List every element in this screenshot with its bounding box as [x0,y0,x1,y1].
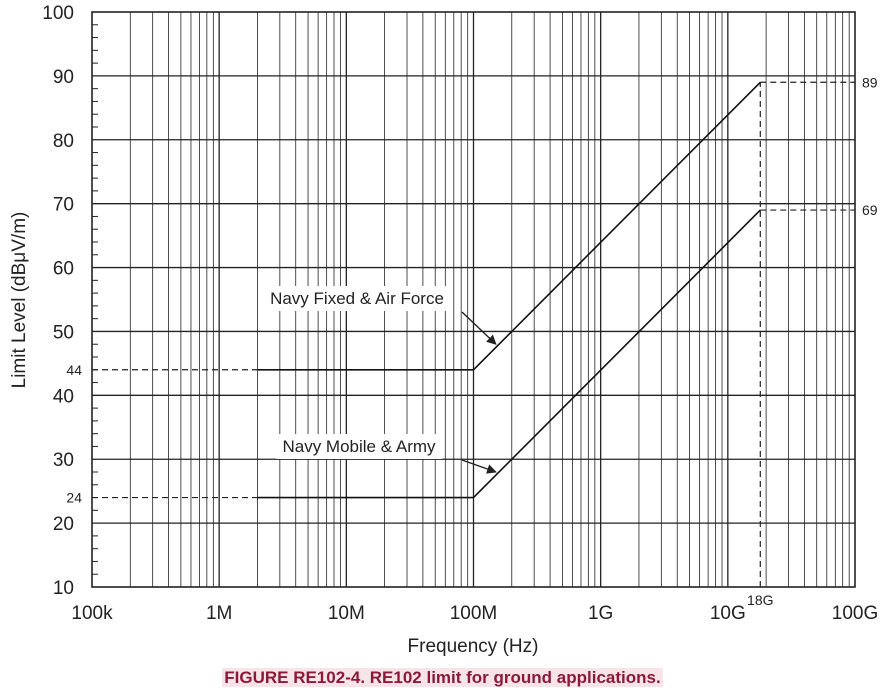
y-tick-label: 50 [53,322,74,343]
annotation-background [264,286,450,311]
y-tick-label: 80 [53,131,74,152]
figure-caption: FIGURE RE102-4. RE102 limit for ground a… [0,668,885,688]
y-tick-label: 90 [53,67,74,88]
y-tick-label: 40 [53,386,74,407]
reference-label: 89 [862,74,878,90]
annotation: Navy Mobile & Army [276,434,497,474]
y-tick-label: 100 [42,3,74,24]
annotation-arrow [461,459,497,474]
annotations: Navy Fixed & Air Force Navy Mobile & Army [264,286,497,474]
figure-caption-text: FIGURE RE102-4. RE102 limit for ground a… [222,668,663,687]
reference-label: 69 [862,202,878,218]
plot-frame [91,11,856,588]
y-tick-label: 10 [53,578,74,599]
limit-line [257,209,761,499]
y-tick-label: 60 [53,259,74,280]
limit-lines [257,81,761,499]
reference-label: 44 [66,362,82,378]
x-tick-label: 1M [206,603,232,624]
annotation-background [276,434,443,459]
y-axis-title: Limit Level (dBμV/m) [9,212,30,389]
limit-line [257,81,761,371]
x-tick-label: 100G [832,603,878,624]
reference-label: 24 [66,490,82,506]
x-axis-title: Frequency (Hz) [408,636,539,657]
x-tick-label: 10G [710,603,746,624]
grid [92,12,855,587]
annotation-label: Navy Fixed & Air Force [270,289,444,308]
reference-label: 18G [747,592,773,608]
annotation-arrow [461,311,497,345]
annotation-label: Navy Mobile & Army [282,437,436,456]
x-tick-label: 100M [450,603,498,624]
x-tick-label: 100k [71,603,113,624]
re102-chart: 44 24 89 69 18G 10 20 30 40 50 60 70 80 90 100 100k 1M 1… [9,3,878,657]
annotation: Navy Fixed & Air Force [264,286,497,345]
y-tick-label: 20 [53,514,74,535]
reference-lines: 44 24 89 69 18G [66,74,877,608]
x-tick-label: 1G [588,603,613,624]
y-tick-label: 70 [53,195,74,216]
x-tick-label: 10M [328,603,365,624]
y-tick-label: 30 [53,450,74,471]
